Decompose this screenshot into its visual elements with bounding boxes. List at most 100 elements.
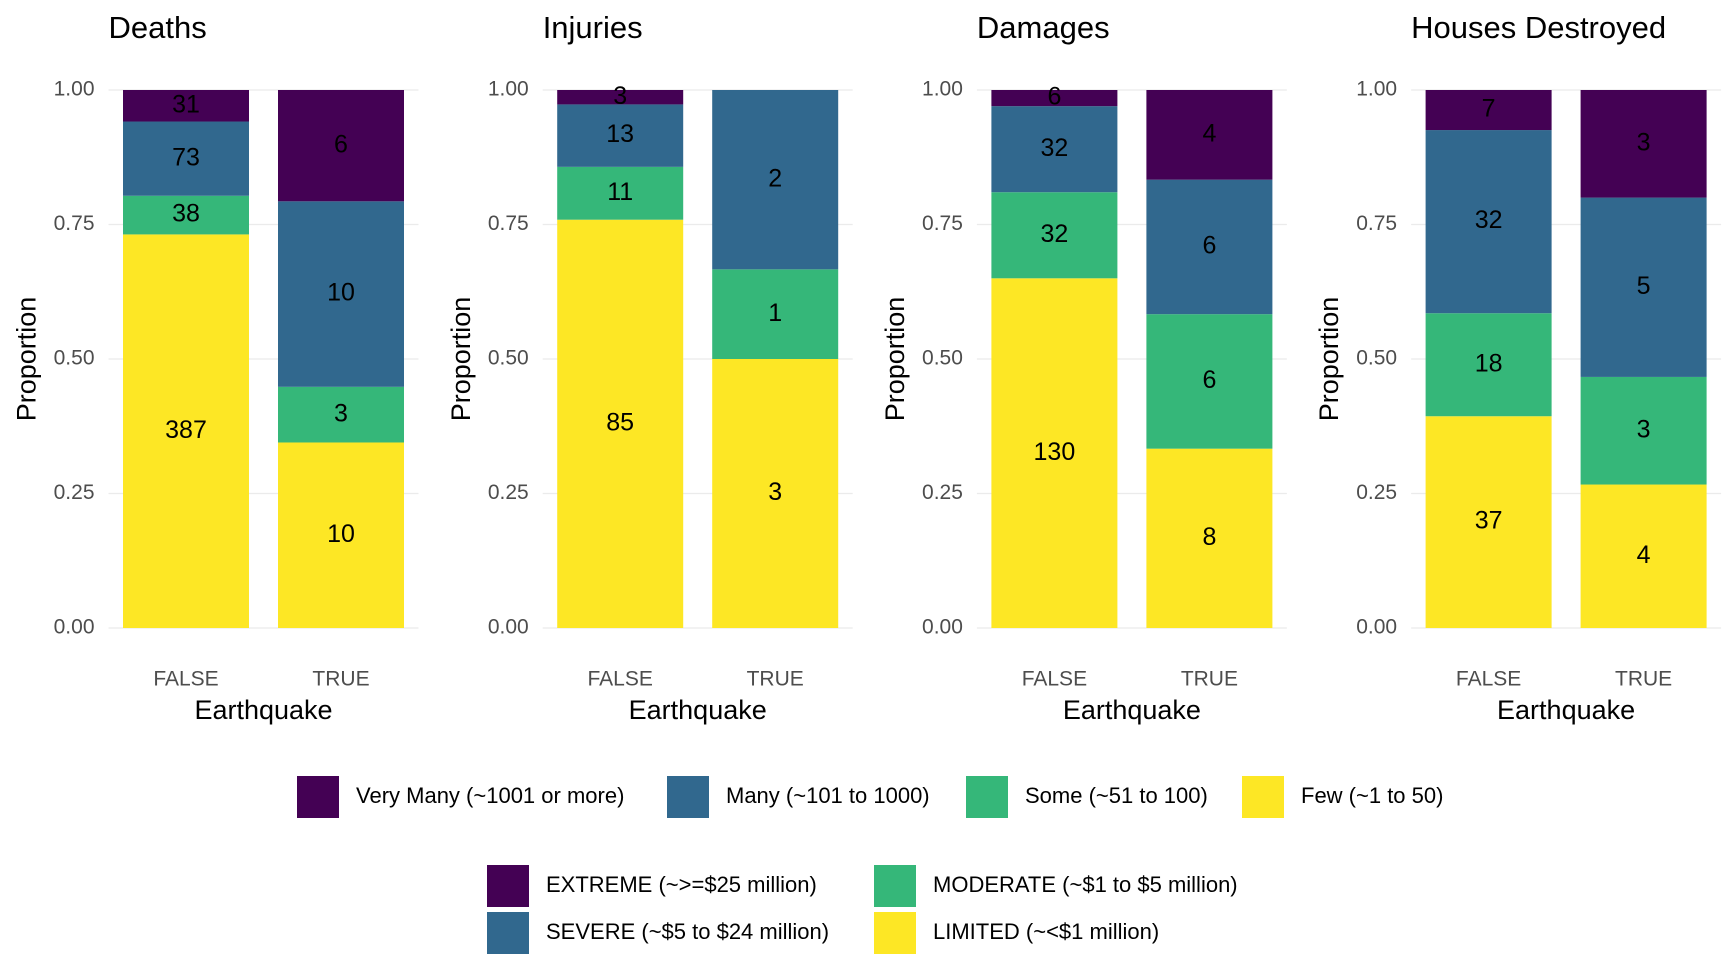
data-label: 32 xyxy=(1040,220,1068,248)
data-label: 31 xyxy=(172,90,200,118)
data-label: 6 xyxy=(334,130,348,158)
data-label: 10 xyxy=(327,520,355,548)
bar-segment xyxy=(278,90,404,202)
bar-segment xyxy=(278,201,404,387)
bar-segment xyxy=(123,90,249,122)
bar-segment xyxy=(278,386,404,443)
data-label: 6 xyxy=(1202,366,1216,394)
y-tick-label: 0.75 xyxy=(922,212,963,235)
y-tick-label: 1.00 xyxy=(1356,78,1397,101)
x-tick-label: FALSE xyxy=(588,668,653,691)
data-label: 32 xyxy=(1040,134,1068,162)
bar-segment xyxy=(1146,179,1273,315)
bar-segment xyxy=(1146,314,1273,449)
bar-segment xyxy=(123,121,249,196)
bar-segment xyxy=(1425,313,1552,417)
y-axis-title: Proportion xyxy=(1314,297,1344,422)
y-tick-label: 1.00 xyxy=(488,78,529,101)
y-tick-label: 0.50 xyxy=(1356,347,1397,370)
legend-label: MODERATE (~$1 to $5 million) xyxy=(933,872,1238,897)
data-label: 3 xyxy=(334,399,348,427)
legend-swatch xyxy=(487,912,529,954)
data-label: 3 xyxy=(1637,415,1651,443)
legend-label: Very Many (~1001 or more) xyxy=(356,783,624,808)
legend-swatch xyxy=(874,912,916,954)
legend-label: EXTREME (~>=$25 million) xyxy=(546,872,817,897)
y-axis-title: Proportion xyxy=(880,297,910,422)
data-label: 32 xyxy=(1475,206,1503,234)
panel-title: Houses Destroyed xyxy=(1411,10,1666,45)
legend-label: LIMITED (~<$1 million) xyxy=(933,919,1159,944)
data-label: 4 xyxy=(1637,541,1651,569)
bar-segment xyxy=(712,269,839,359)
bar-segment xyxy=(557,219,684,629)
bar-segment xyxy=(991,106,1118,193)
y-tick-label: 1.00 xyxy=(922,78,963,101)
panel-title: Injuries xyxy=(543,10,643,45)
x-axis-title: Earthquake xyxy=(629,695,767,725)
y-tick-label: 0.75 xyxy=(54,212,95,235)
x-axis-title: Earthquake xyxy=(1063,695,1201,725)
data-label: 387 xyxy=(165,416,207,444)
legend-swatch xyxy=(1242,776,1284,818)
legend-label: Some (~51 to 100) xyxy=(1025,783,1208,808)
y-tick-label: 0.00 xyxy=(54,616,95,639)
data-label: 6 xyxy=(1202,232,1216,260)
panel-title: Deaths xyxy=(109,10,207,45)
data-label: 5 xyxy=(1637,272,1651,300)
y-tick-label: 0.75 xyxy=(1356,212,1397,235)
x-tick-label: TRUE xyxy=(747,668,804,691)
bar-segment xyxy=(1425,416,1552,628)
y-tick-label: 0.25 xyxy=(54,481,95,504)
data-label: 8 xyxy=(1202,523,1216,551)
y-tick-label: 0.50 xyxy=(922,347,963,370)
bar-segment xyxy=(1425,130,1552,314)
bar-segment xyxy=(1146,448,1273,628)
y-tick-label: 0.50 xyxy=(488,347,529,370)
data-label: 37 xyxy=(1475,507,1503,535)
x-tick-label: TRUE xyxy=(312,668,369,691)
y-axis-title: Proportion xyxy=(446,297,476,422)
panel-title: Damages xyxy=(977,10,1110,45)
x-tick-label: FALSE xyxy=(153,668,218,691)
data-label: 6 xyxy=(1047,83,1061,111)
data-label: 2 xyxy=(768,164,782,192)
legend-swatch xyxy=(487,865,529,907)
x-axis-title: Earthquake xyxy=(1497,695,1635,725)
x-tick-label: FALSE xyxy=(1456,668,1521,691)
y-tick-label: 1.00 xyxy=(54,78,95,101)
data-label: 18 xyxy=(1475,349,1503,377)
bar-segment xyxy=(557,104,684,167)
legend-label: Few (~1 to 50) xyxy=(1301,783,1443,808)
y-tick-label: 0.00 xyxy=(1356,616,1397,639)
bar-segment xyxy=(991,90,1118,107)
bar-segment xyxy=(123,195,249,235)
legend-swatch xyxy=(966,776,1008,818)
data-label: 3 xyxy=(1637,128,1651,156)
bar-segment xyxy=(557,90,684,105)
bar-segment xyxy=(1146,90,1273,180)
y-tick-label: 0.25 xyxy=(1356,481,1397,504)
data-label: 73 xyxy=(172,143,200,171)
bar-segment xyxy=(1580,484,1707,628)
y-tick-label: 0.50 xyxy=(54,347,95,370)
y-axis-title: Proportion xyxy=(12,297,42,422)
bar-segment xyxy=(1580,376,1707,485)
legend-label: Many (~101 to 1000) xyxy=(726,783,930,808)
bar-segment xyxy=(712,359,839,628)
y-tick-label: 0.00 xyxy=(922,616,963,639)
legend-label: SEVERE (~$5 to $24 million) xyxy=(546,919,829,944)
data-label: 85 xyxy=(606,408,634,436)
data-label: 3 xyxy=(613,82,627,110)
y-tick-label: 0.25 xyxy=(922,481,963,504)
x-axis-title: Earthquake xyxy=(194,695,332,725)
y-tick-label: 0.75 xyxy=(488,212,529,235)
y-tick-label: 0.25 xyxy=(488,481,529,504)
legend-swatch xyxy=(874,865,916,907)
data-label: 7 xyxy=(1482,95,1496,123)
bar-segment xyxy=(1425,90,1552,131)
data-label: 13 xyxy=(606,120,634,148)
data-label: 38 xyxy=(172,200,200,228)
y-tick-label: 0.00 xyxy=(488,616,529,639)
